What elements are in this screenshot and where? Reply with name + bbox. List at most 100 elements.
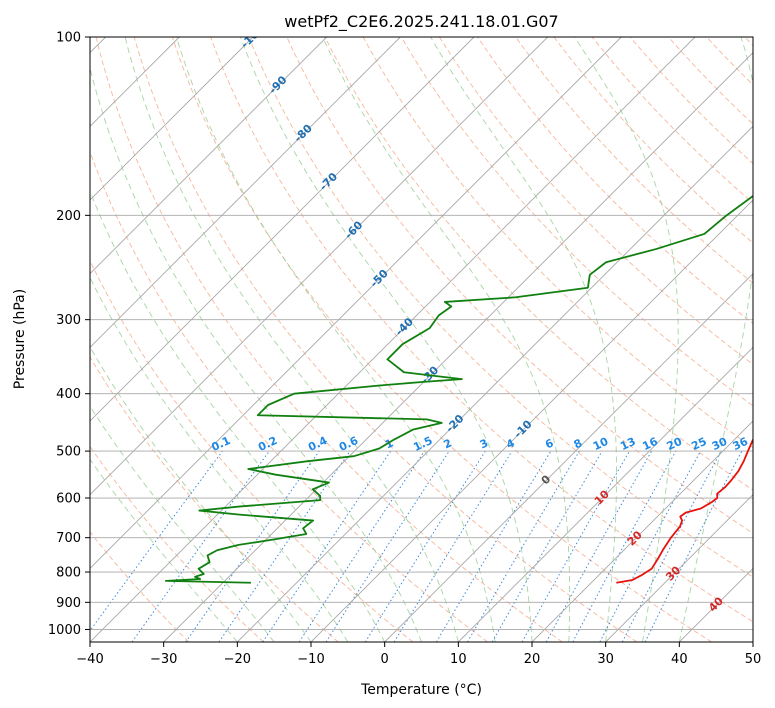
mixing-ratio-label: 36 <box>731 435 751 453</box>
mixing-ratio-label: 13 <box>618 435 637 453</box>
isotherm-line <box>384 273 753 642</box>
dry-adiabat <box>324 37 753 491</box>
x-tick-label: 0 <box>381 652 389 667</box>
dry-adiabat <box>90 259 414 642</box>
grid-lines <box>90 37 753 642</box>
dry-adiabat <box>95 37 563 642</box>
isotherm-line <box>679 567 753 642</box>
dry-adiabat <box>515 37 753 284</box>
isotherm-label: -90 <box>266 73 289 96</box>
moist-adiabat <box>90 405 275 642</box>
mixing-ratio-label: 25 <box>689 435 708 453</box>
y-axis-ticks: 100 200 300 400 500 600 700 800 900 1000 <box>48 31 90 638</box>
isotherm-line <box>90 37 254 201</box>
mixing-ratio-label: 6 <box>543 436 556 451</box>
mixing-ratio-line <box>393 450 513 642</box>
moist-adiabat <box>430 37 617 642</box>
y-tick-label: 800 <box>56 566 81 581</box>
profile-lines <box>164 194 753 584</box>
mixing-ratio-line <box>298 450 425 642</box>
isotherm-line <box>605 494 753 642</box>
dry-adiabat <box>744 37 753 47</box>
plot-area: -100-90-80-70-60-50-40-30-20 -10010203040… <box>90 37 753 642</box>
isotherm-label: -10 <box>511 417 534 440</box>
isotherm-line <box>90 37 327 275</box>
mixing-ratio-line <box>572 450 677 642</box>
isotherm-line <box>90 37 401 348</box>
y-tick-label: 600 <box>56 492 81 507</box>
moist-adiabat <box>90 345 312 642</box>
mixing-ratio-label: 1 <box>383 436 395 451</box>
y-tick-label: 200 <box>56 209 81 224</box>
isotherm-label: 40 <box>706 594 726 614</box>
dry-adiabat <box>90 531 190 642</box>
mixing-ratio-line <box>621 450 722 642</box>
isotherm-label: 10 <box>592 487 612 507</box>
isotherm-line <box>90 37 696 642</box>
y-tick-label: 100 <box>56 31 81 46</box>
dry-adiabat <box>439 37 753 365</box>
mixing-ratio-line <box>435 450 552 642</box>
mixing-ratio-line <box>185 450 320 642</box>
isotherm-label: -50 <box>368 267 391 290</box>
background-lines <box>90 37 753 642</box>
moist-adiabat <box>90 458 238 642</box>
x-tick-label: −10 <box>297 652 324 667</box>
dewpoint-profile-line <box>164 194 753 584</box>
dry-adiabat <box>668 37 753 125</box>
mixing-ratio-line <box>467 450 580 642</box>
dry-adiabat <box>286 37 753 534</box>
y-axis-label: Pressure (hPa) <box>12 289 28 389</box>
isotherm-label: -60 <box>342 218 365 241</box>
temperature-profile-line <box>616 437 753 584</box>
x-axis-ticks: −40 −30 −20 −10 0 10 20 30 40 50 <box>76 642 761 667</box>
mixing-ratio-label: 20 <box>665 435 685 453</box>
y-tick-label: 700 <box>56 531 81 546</box>
mixing-ratio-label: 10 <box>591 435 611 453</box>
mixing-ratio-line <box>599 450 701 642</box>
dry-adiabat <box>133 37 638 642</box>
moist-adiabat <box>239 37 533 642</box>
moist-adiabat <box>124 37 459 642</box>
x-tick-label: 20 <box>524 652 541 667</box>
y-tick-label: 300 <box>56 313 81 328</box>
moist-adiabat <box>175 37 496 642</box>
x-tick-label: −40 <box>76 652 103 667</box>
mixing-ratio-line <box>364 450 486 642</box>
isotherm-line <box>458 346 753 642</box>
mixing-ratio-line <box>491 450 603 642</box>
dry-adiabat <box>553 37 753 244</box>
isotherm-line <box>752 641 753 642</box>
mixing-ratio-line <box>325 450 450 642</box>
y-tick-label: 1000 <box>48 623 81 638</box>
isotherm-line <box>90 37 548 496</box>
mixing-ratio-label: 2 <box>442 436 454 451</box>
isotherm-line <box>531 420 753 642</box>
isotherm-line <box>90 37 622 569</box>
dry-adiabat <box>706 37 753 86</box>
isotherm-line <box>310 199 753 642</box>
y-tick-label: 500 <box>56 445 81 460</box>
x-tick-label: 10 <box>450 652 467 667</box>
dry-adiabat <box>171 37 712 642</box>
moist-adiabat <box>574 37 679 642</box>
isotherm-label: 20 <box>625 528 645 548</box>
mixing-ratio-label: 4 <box>504 436 517 451</box>
x-tick-label: −30 <box>150 652 177 667</box>
dry-adiabat <box>248 37 753 578</box>
moist-adiabat <box>90 66 422 642</box>
isotherm-label: 0 <box>539 472 554 487</box>
y-tick-label: 900 <box>56 596 81 611</box>
y-tick-label: 400 <box>56 387 81 402</box>
moist-adiabat <box>90 189 386 642</box>
x-axis-label: Temperature (°C) <box>360 682 482 698</box>
dry-adiabat <box>400 37 753 407</box>
isotherm-line <box>90 37 475 422</box>
moist-adiabat <box>678 37 753 642</box>
mixing-ratio-label: 30 <box>710 435 730 453</box>
dry-adiabat <box>210 37 753 623</box>
moist-adiabat <box>322 37 571 642</box>
isotherm-label: -20 <box>443 412 466 435</box>
